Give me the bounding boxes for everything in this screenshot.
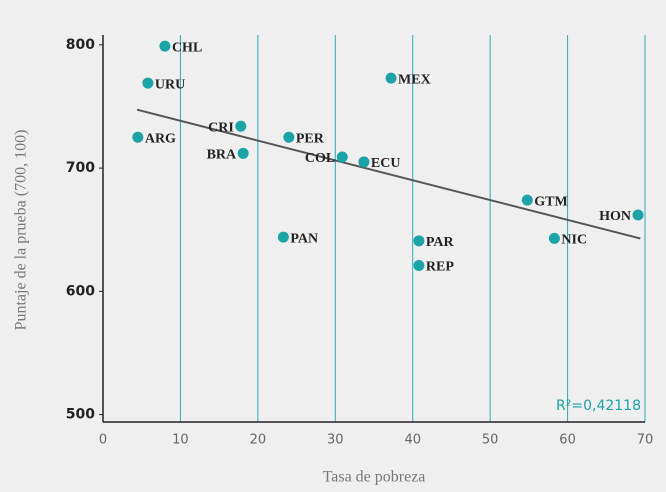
point bbox=[237, 147, 249, 159]
point-label: CRI bbox=[208, 120, 234, 135]
point-label: URU bbox=[155, 77, 185, 92]
y-tick-label: 700 bbox=[66, 160, 95, 176]
x-tick-label: 50 bbox=[482, 433, 499, 448]
point-label: PER bbox=[296, 132, 325, 147]
point bbox=[632, 209, 644, 221]
point-label: CHL bbox=[172, 40, 202, 55]
point bbox=[548, 232, 560, 244]
x-tick-label: 60 bbox=[559, 433, 576, 448]
point-label: PAN bbox=[290, 231, 318, 246]
point bbox=[413, 259, 425, 271]
y-tick-label: 500 bbox=[66, 407, 95, 423]
point-label: MEX bbox=[398, 72, 431, 87]
point bbox=[277, 231, 289, 243]
x-tick-label: 10 bbox=[172, 433, 189, 448]
point bbox=[159, 40, 171, 52]
x-axis-title: Tasa de pobreza bbox=[323, 469, 426, 486]
x-tick-label: 70 bbox=[637, 433, 654, 448]
point bbox=[283, 131, 295, 143]
x-tick-label: 20 bbox=[250, 433, 267, 448]
point-label: COL bbox=[305, 151, 335, 166]
x-tick-label: 40 bbox=[404, 433, 421, 448]
point bbox=[413, 235, 425, 247]
point-label: ECU bbox=[371, 156, 401, 171]
point-label: REP bbox=[426, 260, 454, 275]
point-label: NIC bbox=[561, 233, 587, 248]
point bbox=[132, 131, 144, 143]
y-axis-title: Puntaje de la prueba (700, 100) bbox=[13, 130, 30, 331]
point bbox=[521, 194, 533, 206]
annotation: R²=0,42118 bbox=[556, 398, 641, 414]
point bbox=[336, 151, 348, 163]
trendline bbox=[136, 108, 641, 240]
y-tick-label: 800 bbox=[66, 37, 95, 53]
point bbox=[358, 156, 370, 168]
point bbox=[385, 72, 397, 84]
point-label: BRA bbox=[207, 148, 237, 163]
point bbox=[142, 77, 154, 89]
y-tick-label: 600 bbox=[66, 283, 95, 299]
point-label: GTM bbox=[534, 194, 567, 209]
x-tick-label: 30 bbox=[327, 433, 344, 448]
point-label: ARG bbox=[145, 132, 176, 147]
x-tick-label: 0 bbox=[99, 433, 107, 448]
point-label: HON bbox=[599, 209, 631, 224]
point bbox=[235, 120, 247, 132]
point-label: PAR bbox=[426, 235, 455, 250]
